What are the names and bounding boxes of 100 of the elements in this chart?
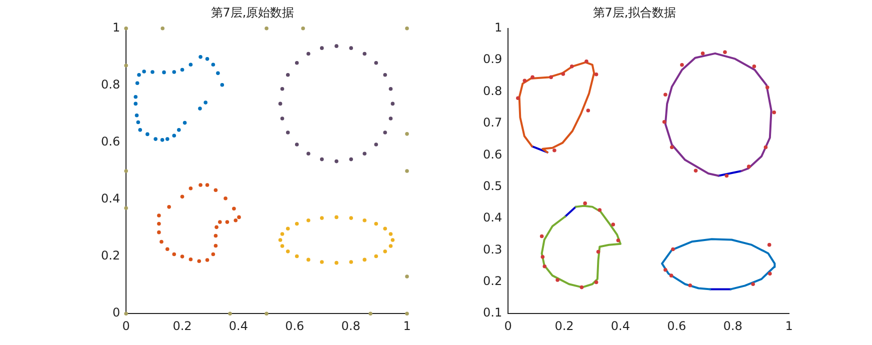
point [671,247,675,252]
point [280,116,284,120]
point [216,71,220,76]
point [349,260,353,264]
point [388,244,393,248]
point [180,254,184,258]
point [205,258,210,262]
point [552,148,556,152]
y-tick-label: 0.5 [482,178,502,193]
point [616,238,620,242]
point [286,250,290,254]
point [540,234,544,238]
point [224,196,228,200]
point [264,312,268,316]
point [390,238,395,242]
point [160,240,164,244]
point [234,218,238,222]
x-tick-label: 1 [403,318,411,333]
point [362,218,366,222]
point [134,94,138,99]
point [214,188,218,192]
point [278,102,282,106]
point [374,254,378,258]
point [286,226,290,231]
point [197,259,202,264]
point [596,250,600,254]
point [165,137,170,141]
point [172,252,176,256]
y-tick-label: 0.7 [482,116,502,130]
y-tick-label: 0.1 [482,306,502,320]
point [264,26,268,30]
chart-title: 第7层,原始数据 [210,5,294,20]
point [765,85,770,90]
point [583,201,587,206]
point [405,274,409,278]
point [349,46,353,50]
point [306,218,310,222]
point [334,159,338,164]
point [294,222,299,226]
point [228,312,232,316]
y-tick-label: 0.8 [482,84,502,98]
point [188,186,193,190]
point [586,108,590,112]
point [383,130,387,134]
point [157,214,161,218]
point [150,70,154,74]
point [232,206,236,211]
y-tick-label: 0.3 [482,242,502,256]
x-tick-label: 0 [122,318,130,333]
point [522,78,527,83]
point [138,128,142,132]
point [723,50,727,54]
point [570,64,574,68]
point [368,312,372,316]
point [751,282,755,286]
point [286,72,290,77]
y-tick-label: 0.6 [482,147,502,162]
point [157,230,161,234]
point [162,70,166,74]
point [362,258,366,262]
x-tick-label: 1 [785,318,793,333]
point [165,247,170,252]
point [374,222,378,226]
point [198,106,202,110]
point [405,169,409,173]
x-tick-label: 0.4 [610,318,630,333]
point [530,75,534,80]
point [188,258,193,262]
point [549,75,553,80]
point [670,145,674,150]
point [301,26,305,30]
point [160,26,165,30]
point [383,250,387,254]
point [188,62,193,67]
point [294,254,299,258]
point [688,283,692,288]
point [662,120,666,124]
x-tick-label: 0.6 [667,318,686,333]
y-tick-label: 0 [112,306,120,320]
point [388,86,393,91]
point [542,264,547,268]
point [237,215,241,220]
point [669,274,674,278]
point [663,92,668,97]
point [136,120,140,124]
point [584,59,588,64]
point [134,113,139,118]
point [374,61,378,65]
point [211,252,216,256]
point [320,157,324,162]
point [700,52,705,56]
point [211,62,216,67]
point [320,46,324,50]
point [594,280,598,284]
point [198,183,202,187]
point [306,152,310,156]
point [772,110,776,114]
x-tick-label: 0.8 [341,318,360,333]
y-tick-label: 0.4 [100,192,120,206]
point [172,134,176,138]
